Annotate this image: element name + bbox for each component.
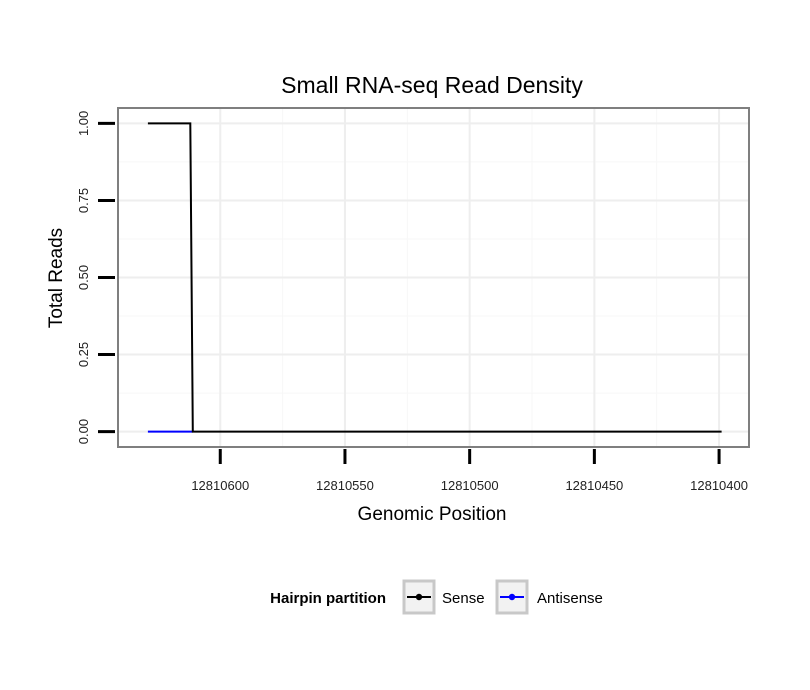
x-tick-label: 12810550 (316, 478, 374, 493)
legend-item-sense[interactable]: Sense (402, 579, 485, 615)
series-group (147, 122, 722, 433)
x-axis-title: Genomic Position (358, 504, 507, 525)
y-tick-label: 1.00 (76, 111, 91, 136)
chart-title: Small RNA-seq Read Density (281, 72, 583, 98)
y-tick-label: 0.75 (76, 188, 91, 213)
y-axis-title: Total Reads (46, 228, 67, 328)
series-line-sense (147, 122, 722, 433)
grid (118, 108, 749, 447)
y-tick-label: 0.00 (76, 419, 91, 444)
legend-key-antisense-dot (508, 593, 516, 601)
legend-key-sense-dot (415, 593, 423, 601)
x-axis: 12810600 12810550 12810500 12810450 12810400 (191, 449, 748, 493)
x-tick-label: 12810450 (565, 478, 623, 493)
legend-item-antisense[interactable]: Antisense (495, 579, 603, 615)
x-tick-label: 12810600 (191, 478, 249, 493)
y-tick-label: 0.50 (76, 265, 91, 290)
x-tick-label: 12810500 (441, 478, 499, 493)
legend-label-sense: Sense (442, 590, 485, 607)
y-tick-label: 0.25 (76, 342, 91, 367)
y-axis: 0.00 0.25 0.50 0.75 1.00 (76, 111, 115, 444)
legend-title: Hairpin partition (270, 590, 386, 607)
x-tick-label: 12810400 (690, 478, 748, 493)
legend-label-antisense: Antisense (537, 590, 603, 607)
legend: Hairpin partition Sense Antisense (270, 579, 603, 615)
plot-panel (117, 107, 750, 448)
